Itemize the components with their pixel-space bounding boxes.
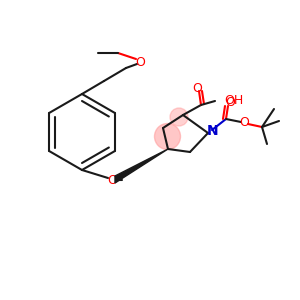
Text: O: O — [107, 173, 117, 187]
Circle shape — [154, 124, 181, 149]
Text: OH: OH — [224, 94, 243, 107]
Text: O: O — [135, 56, 145, 70]
Text: O: O — [192, 82, 202, 94]
Polygon shape — [115, 149, 168, 183]
Text: O: O — [225, 95, 235, 109]
Circle shape — [170, 108, 188, 126]
Text: O: O — [239, 116, 249, 130]
Text: N: N — [207, 124, 219, 138]
